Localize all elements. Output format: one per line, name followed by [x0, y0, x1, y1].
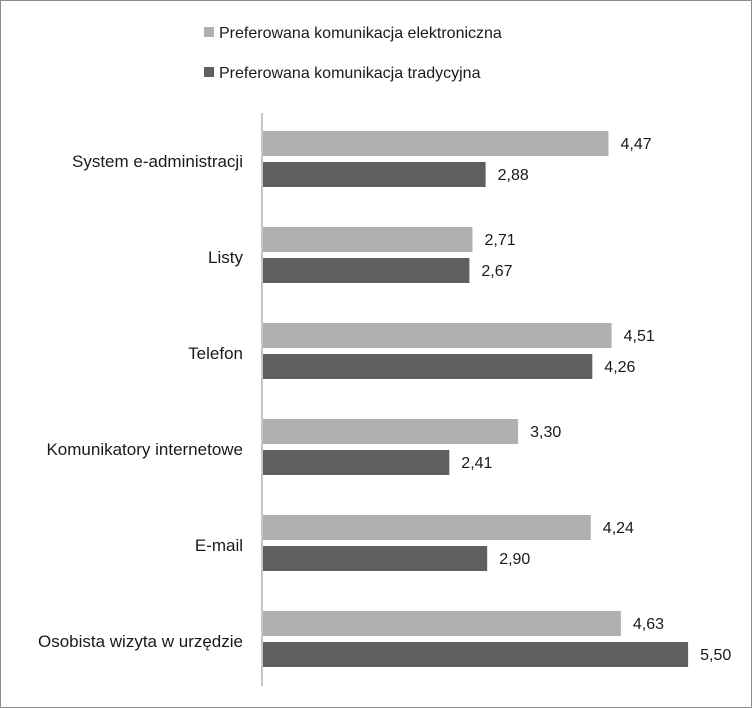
bar-komunikatory-internetowe-series-0 [263, 419, 519, 444]
legend-label-electronic: Preferowana komunikacja elektroniczna [219, 25, 502, 42]
legend-swatch-traditional [204, 67, 214, 77]
data-label-telefon-series-1: 4,26 [604, 359, 635, 376]
bar-osobista-wizyta-w-urzedzie-series-1 [263, 642, 689, 667]
data-label-listy-series-0: 2,71 [485, 232, 516, 249]
data-label-e-mail-series-0: 4,24 [603, 520, 634, 537]
data-label-telefon-series-0: 4,51 [624, 328, 655, 345]
bar-listy-series-0 [263, 227, 473, 252]
category-label-osobista-wizyta-w-urzedzie: Osobista wizyta w urzędzie [38, 632, 243, 651]
category-label-e-mail: E-mail [195, 536, 243, 555]
bar-e-mail-series-0 [263, 515, 591, 540]
category-label-system-e-administracji: System e-administracji [72, 152, 243, 171]
data-label-osobista-wizyta-w-urzedzie-series-1: 5,50 [700, 647, 731, 664]
data-label-komunikatory-internetowe-series-0: 3,30 [530, 424, 561, 441]
bar-listy-series-1 [263, 258, 470, 283]
data-label-system-e-administracji-series-1: 2,88 [498, 167, 529, 184]
legend: Preferowana komunikacja elektroniczna Pr… [204, 25, 502, 82]
legend-swatch-electronic [204, 27, 214, 37]
bar-telefon-series-1 [263, 354, 593, 379]
data-label-komunikatory-internetowe-series-1: 2,41 [461, 455, 492, 472]
bar-system-e-administracji-series-0 [263, 131, 609, 156]
bar-system-e-administracji-series-1 [263, 162, 486, 187]
legend-label-traditional: Preferowana komunikacja tradycyjna [219, 65, 481, 82]
bar-telefon-series-0 [263, 323, 612, 348]
bar-e-mail-series-1 [263, 546, 488, 571]
bar-osobista-wizyta-w-urzedzie-series-0 [263, 611, 621, 636]
data-label-e-mail-series-1: 2,90 [499, 551, 530, 568]
category-label-listy: Listy [208, 248, 243, 267]
data-label-osobista-wizyta-w-urzedzie-series-0: 4,63 [633, 616, 664, 633]
category-label-komunikatory-internetowe: Komunikatory internetowe [46, 440, 243, 459]
bar-komunikatory-internetowe-series-1 [263, 450, 450, 475]
category-label-telefon: Telefon [188, 344, 243, 363]
data-label-listy-series-1: 2,67 [481, 263, 512, 280]
data-label-system-e-administracji-series-0: 4,47 [621, 136, 652, 153]
plot-area: System e-administracji 4,47 2,88 Listy 2,71 2… [38, 113, 731, 686]
